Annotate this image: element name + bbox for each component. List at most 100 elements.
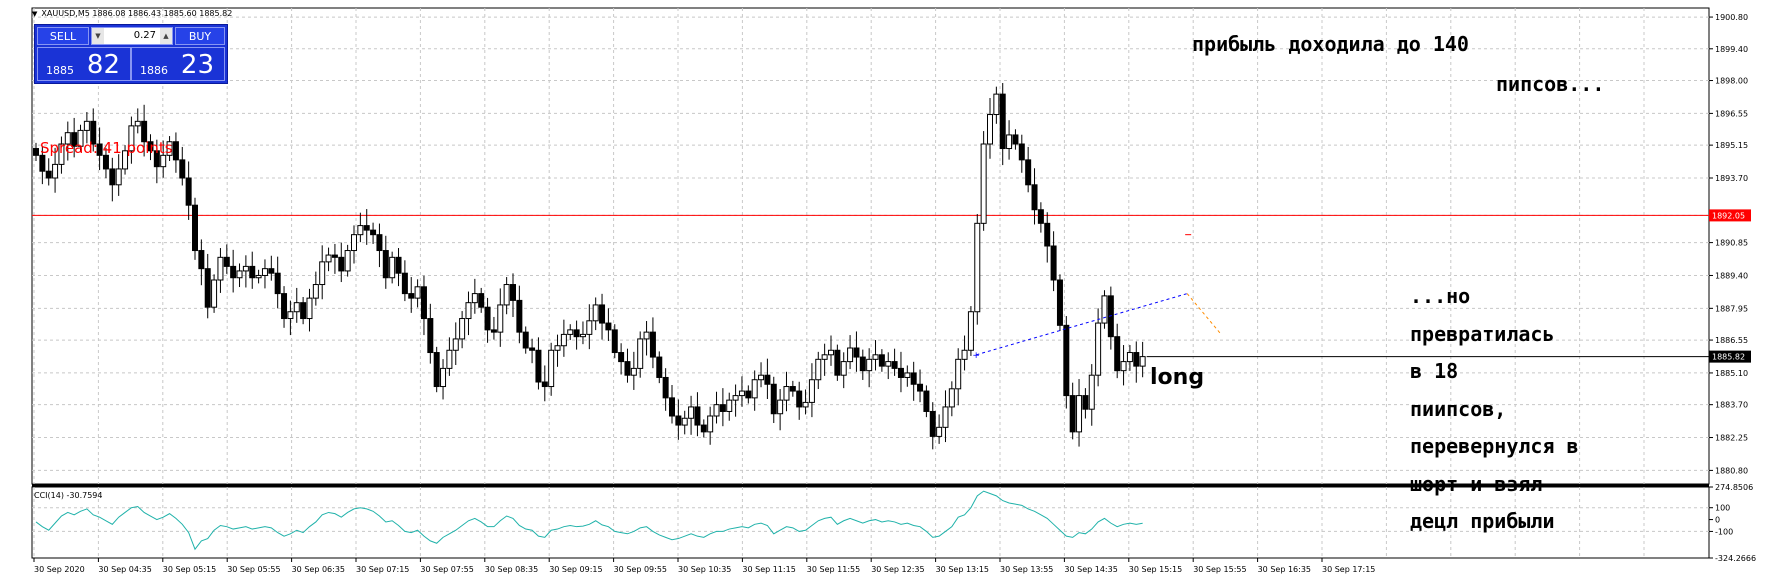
candle-body <box>312 284 319 299</box>
candle-body <box>917 383 924 392</box>
annotation-long: long <box>1150 365 1205 390</box>
candle-body <box>204 268 211 308</box>
time-axis-label: 30 Sep 07:15 <box>356 565 409 574</box>
candle-body <box>872 354 879 360</box>
candle-body <box>840 361 847 376</box>
candle-body <box>382 250 389 279</box>
time-axis-label: 30 Sep 2020 <box>34 565 85 574</box>
candle-body <box>268 268 275 274</box>
candle-body <box>58 143 65 165</box>
candle-body <box>974 222 981 313</box>
candle-body <box>605 322 612 331</box>
candle-body <box>999 93 1006 150</box>
candle-body <box>77 129 84 147</box>
cci-line <box>35 490 1143 551</box>
lot-size-input[interactable]: ▼ 0.27 ▲ <box>91 27 173 45</box>
candle-body <box>548 349 555 388</box>
candle-body <box>255 274 262 279</box>
candle-body <box>738 390 745 397</box>
increase-lot-icon[interactable]: ▲ <box>160 28 172 44</box>
candle-body <box>942 406 949 428</box>
candle-body <box>599 304 606 324</box>
buy-price-box[interactable]: 1886 23 <box>131 47 225 81</box>
candle-body <box>217 256 224 281</box>
candle-body <box>160 154 167 168</box>
buy-button[interactable]: BUY <box>175 27 225 45</box>
sell-price-pips: 82 <box>86 50 120 80</box>
sell-button[interactable]: SELL <box>37 27 89 45</box>
candle-body <box>618 352 625 363</box>
candle-body <box>153 150 160 168</box>
price-axis-label: 1893.70 <box>1715 174 1748 183</box>
short-trade-line <box>1186 293 1222 335</box>
candle-body <box>1031 184 1038 211</box>
candle-body <box>567 329 574 335</box>
candle-body <box>789 386 796 392</box>
candle-body <box>414 286 421 299</box>
candle-body <box>573 329 580 338</box>
dropdown-triangle-icon[interactable]: ▼ <box>32 10 38 18</box>
candle-body <box>446 349 453 369</box>
sell-price-box[interactable]: 1885 82 <box>37 47 131 81</box>
candle-body <box>808 379 815 403</box>
price-axis-label: 1880.80 <box>1715 466 1748 475</box>
time-axis-label: 30 Sep 09:15 <box>549 565 602 574</box>
candle-body <box>484 306 491 331</box>
candle-body <box>293 302 300 313</box>
candle-body <box>745 390 752 399</box>
candle-body <box>910 372 917 385</box>
decrease-lot-icon[interactable]: ▼ <box>92 28 104 44</box>
candle-body <box>1056 279 1063 326</box>
price-axis-label: 1882.25 <box>1715 434 1748 443</box>
candle-body <box>52 163 59 179</box>
candle-body <box>1012 134 1019 145</box>
candle-body <box>535 349 542 383</box>
candle-body <box>287 311 294 320</box>
candle-body <box>408 293 415 299</box>
candle-body <box>688 406 695 419</box>
time-axis-label: 30 Sep 15:15 <box>1129 565 1182 574</box>
annotation-result-line1: ...но <box>1410 284 1471 308</box>
candle-body <box>1139 356 1146 367</box>
candle-body <box>624 361 631 376</box>
cci-axis-label: 0 <box>1715 516 1720 525</box>
candle-body <box>662 376 669 399</box>
annotation-result-line2: превратилась <box>1410 322 1555 346</box>
candle-body <box>166 141 173 156</box>
cci-axis-label: 100 <box>1715 504 1730 513</box>
time-axis-label: 30 Sep 16:35 <box>1258 565 1311 574</box>
candle-body <box>147 141 154 152</box>
main-chart-frame <box>31 7 1710 485</box>
candle-body <box>211 279 218 308</box>
candle-body <box>109 168 116 186</box>
chart-header: ▼ XAUUSD,M5 1886.08 1886.43 1885.60 1885.… <box>32 9 232 18</box>
candle-body <box>134 120 141 127</box>
red-price-tag-label: 1892.05 <box>1712 211 1745 220</box>
candle-body <box>363 225 370 231</box>
time-axis-label: 30 Sep 12:35 <box>871 565 924 574</box>
candle-body <box>713 404 720 417</box>
annotation-profit-line2: пипсов... <box>1496 72 1605 96</box>
candle-body <box>980 143 987 224</box>
candle-body <box>1114 336 1121 372</box>
candle-body <box>522 331 529 349</box>
candle-body <box>719 404 726 412</box>
symbol-info: XAUUSD,M5 1886.08 1886.43 1885.60 1885.8… <box>41 9 233 18</box>
time-axis-label: 30 Sep 13:55 <box>1000 565 1053 574</box>
candle-body <box>961 349 968 360</box>
candle-body <box>878 354 885 367</box>
candle-body <box>611 329 618 354</box>
candle-body <box>503 284 510 306</box>
candle-body <box>955 358 962 390</box>
candle-body <box>866 358 873 372</box>
time-axis-label: 30 Sep 14:35 <box>1064 565 1117 574</box>
price-axis-label: 1890.85 <box>1715 239 1748 248</box>
buy-price-pips: 23 <box>180 50 214 80</box>
candle-body <box>541 381 548 388</box>
time-axis-label: 30 Sep 11:55 <box>807 565 860 574</box>
candle-body <box>242 265 249 272</box>
candle-body <box>732 395 739 401</box>
candle-body <box>236 270 243 279</box>
candle-body <box>1120 361 1127 372</box>
